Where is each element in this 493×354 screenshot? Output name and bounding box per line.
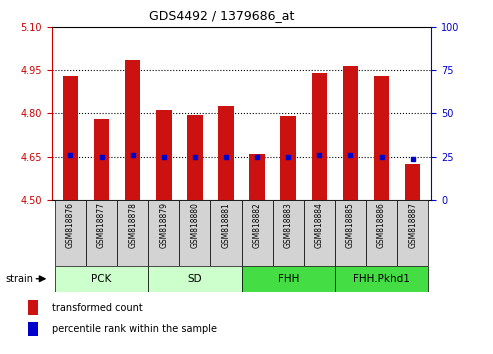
Text: GSM818877: GSM818877: [97, 202, 106, 248]
Bar: [304, 200, 335, 266]
Point: [129, 152, 137, 158]
Text: PCK: PCK: [91, 274, 112, 284]
Bar: [125, 60, 141, 200]
Point: [409, 156, 417, 161]
Bar: [63, 76, 78, 200]
Text: FHH.Pkhd1: FHH.Pkhd1: [353, 274, 410, 284]
Text: GSM818883: GSM818883: [284, 202, 293, 248]
Bar: [366, 200, 397, 266]
Bar: [242, 266, 335, 292]
Text: GSM818884: GSM818884: [315, 202, 324, 248]
Bar: [28, 321, 38, 336]
Bar: [343, 65, 358, 200]
Point: [98, 154, 106, 160]
Bar: [94, 119, 109, 200]
Bar: [405, 164, 421, 200]
Bar: [179, 200, 211, 266]
Text: GDS4492 / 1379686_at: GDS4492 / 1379686_at: [149, 9, 294, 22]
Bar: [117, 200, 148, 266]
Bar: [86, 200, 117, 266]
Text: GSM818887: GSM818887: [408, 202, 417, 248]
Bar: [312, 73, 327, 200]
Bar: [156, 110, 172, 200]
Bar: [187, 115, 203, 200]
Text: GSM818885: GSM818885: [346, 202, 355, 248]
Text: GSM818876: GSM818876: [66, 202, 75, 248]
Point: [284, 154, 292, 159]
Point: [67, 152, 74, 158]
Text: percentile rank within the sample: percentile rank within the sample: [52, 324, 217, 334]
Bar: [218, 106, 234, 200]
Bar: [273, 200, 304, 266]
Text: FHH: FHH: [278, 274, 299, 284]
Bar: [335, 200, 366, 266]
Text: GSM818881: GSM818881: [221, 202, 231, 248]
Bar: [335, 266, 428, 292]
Bar: [28, 300, 38, 315]
Text: transformed count: transformed count: [52, 303, 143, 313]
Bar: [242, 200, 273, 266]
Point: [191, 154, 199, 160]
Bar: [148, 266, 242, 292]
Text: SD: SD: [187, 274, 202, 284]
Bar: [55, 266, 148, 292]
Point: [347, 152, 354, 158]
Text: strain: strain: [5, 274, 33, 284]
Bar: [249, 154, 265, 200]
Bar: [397, 200, 428, 266]
Text: GSM818880: GSM818880: [190, 202, 199, 248]
Text: GSM818886: GSM818886: [377, 202, 386, 248]
Point: [222, 154, 230, 160]
Point: [160, 154, 168, 160]
Text: GSM818878: GSM818878: [128, 202, 137, 248]
Bar: [55, 200, 86, 266]
Point: [378, 154, 386, 159]
Point: [316, 152, 323, 158]
Text: GSM818882: GSM818882: [252, 202, 262, 248]
Bar: [281, 116, 296, 200]
Text: GSM818879: GSM818879: [159, 202, 168, 248]
Bar: [374, 76, 389, 200]
Bar: [211, 200, 242, 266]
Bar: [148, 200, 179, 266]
Point: [253, 154, 261, 160]
